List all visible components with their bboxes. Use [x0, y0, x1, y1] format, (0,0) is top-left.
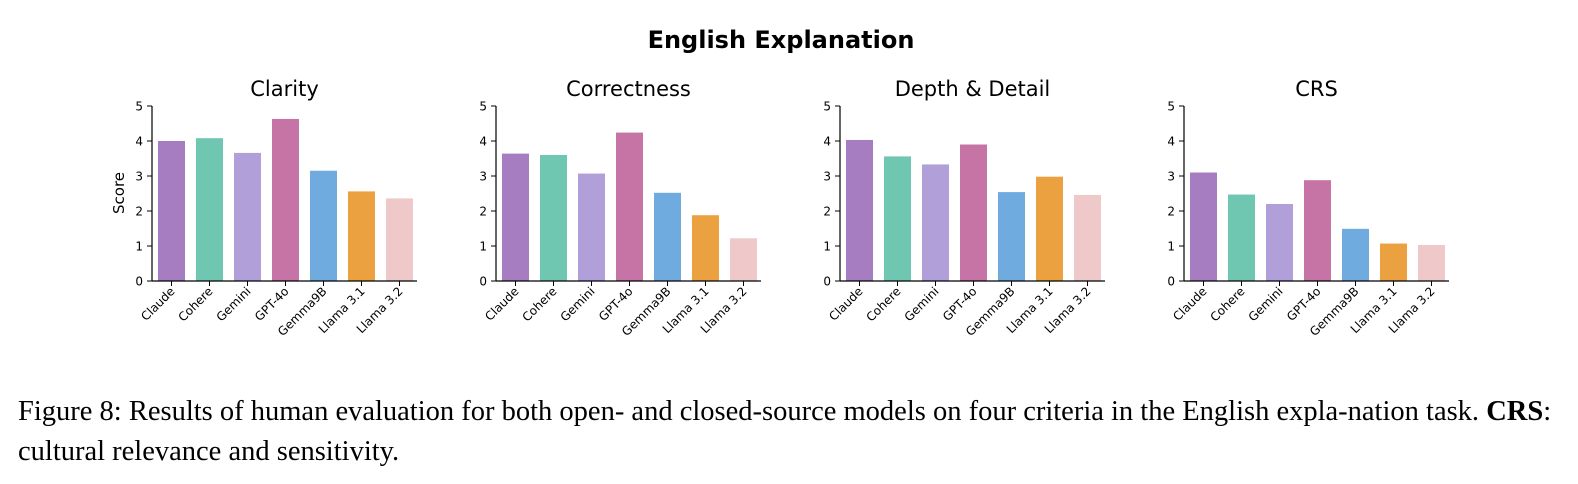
chart-panel: Depth & DetailClaudeCohereGeminiGPT-4oGe…: [823, 77, 1105, 339]
bar: [1074, 194, 1101, 281]
bar: [1266, 204, 1293, 281]
bar: [1380, 243, 1407, 281]
y-tick-label: 2: [479, 205, 487, 219]
bar: [272, 118, 299, 281]
x-tick-label: Claude: [482, 284, 521, 323]
bar: [654, 192, 681, 281]
figure-title: English Explanation: [648, 26, 915, 54]
y-tick-label: 5: [823, 100, 831, 114]
y-tick-label: 5: [479, 100, 487, 114]
bar: [884, 156, 911, 281]
bar: [502, 153, 529, 281]
bar: [692, 215, 719, 281]
x-tick-label: Gemini: [902, 284, 942, 324]
chart-panel: CRSClaudeCohereGeminiGPT-4oGemma9BLlama …: [1167, 77, 1449, 339]
chart-panel: ClarityClaudeCohereGeminiGPT-4oGemma9BLl…: [135, 77, 417, 339]
bar: [158, 141, 185, 281]
x-tick-label: Gemini: [558, 284, 598, 324]
panels: ClarityClaudeCohereGeminiGPT-4oGemma9BLl…: [135, 77, 1449, 339]
x-tick-label: Gemini: [1246, 284, 1286, 324]
bar: [310, 170, 337, 281]
bar: [922, 164, 949, 281]
bar: [1342, 228, 1369, 281]
x-tick-label: Cohere: [175, 284, 215, 324]
x-tick-label: Claude: [138, 284, 177, 323]
y-tick-label: 1: [823, 240, 831, 254]
x-tick-label: Claude: [826, 284, 865, 323]
y-tick-label: 2: [1167, 205, 1175, 219]
y-tick-label: 1: [479, 240, 487, 254]
y-axis-label: Score: [110, 172, 128, 214]
y-tick-label: 3: [823, 170, 831, 184]
bar: [1036, 176, 1063, 281]
bar: [998, 192, 1025, 281]
bar: [730, 238, 757, 281]
y-tick-label: 4: [479, 135, 487, 149]
y-tick-label: 4: [1167, 135, 1175, 149]
caption-text: Figure 8: Results of human evaluation fo…: [18, 396, 1487, 427]
y-tick-label: 3: [1167, 170, 1175, 184]
y-tick-label: 1: [135, 240, 143, 254]
y-tick-label: 2: [823, 205, 831, 219]
bar: [540, 155, 567, 281]
figure-chart: English Explanation Score ClarityClaudeC…: [110, 26, 1449, 339]
bar: [386, 198, 413, 281]
y-tick-label: 5: [1167, 100, 1175, 114]
x-tick-label: Cohere: [519, 284, 559, 324]
y-tick-label: 3: [135, 170, 143, 184]
x-tick-label: Gemini: [214, 284, 254, 324]
panel-title: Correctness: [566, 77, 691, 101]
x-tick-label: Cohere: [1207, 284, 1247, 324]
y-tick-label: 5: [135, 100, 143, 114]
caption-definition: : cultural relevance and sensitivity.: [18, 396, 1552, 467]
bar: [578, 173, 605, 281]
y-tick-label: 0: [479, 275, 487, 289]
bar: [1418, 244, 1445, 281]
panel-title: Clarity: [250, 77, 319, 101]
panel-title: Depth & Detail: [895, 77, 1051, 101]
bar: [960, 144, 987, 281]
x-tick-label: Cohere: [863, 284, 903, 324]
bar: [196, 138, 223, 281]
y-tick-label: 0: [135, 275, 143, 289]
figure-caption: Figure 8: Results of human evaluation fo…: [18, 392, 1563, 472]
y-tick-label: 2: [135, 205, 143, 219]
caption-bold-term: CRS: [1486, 396, 1544, 427]
bar: [616, 132, 643, 281]
y-tick-label: 4: [823, 135, 831, 149]
bar: [348, 191, 375, 281]
y-tick-label: 0: [1167, 275, 1175, 289]
bar: [1228, 194, 1255, 281]
bar: [1304, 180, 1331, 281]
y-tick-label: 3: [479, 170, 487, 184]
bar: [234, 152, 261, 281]
bar: [846, 139, 873, 281]
panel-title: CRS: [1295, 77, 1338, 101]
y-tick-label: 1: [1167, 240, 1175, 254]
chart-panel: CorrectnessClaudeCohereGeminiGPT-4oGemma…: [479, 77, 761, 339]
y-tick-label: 4: [135, 135, 143, 149]
y-tick-label: 0: [823, 275, 831, 289]
bar: [1190, 172, 1217, 281]
x-tick-label: Claude: [1170, 284, 1209, 323]
